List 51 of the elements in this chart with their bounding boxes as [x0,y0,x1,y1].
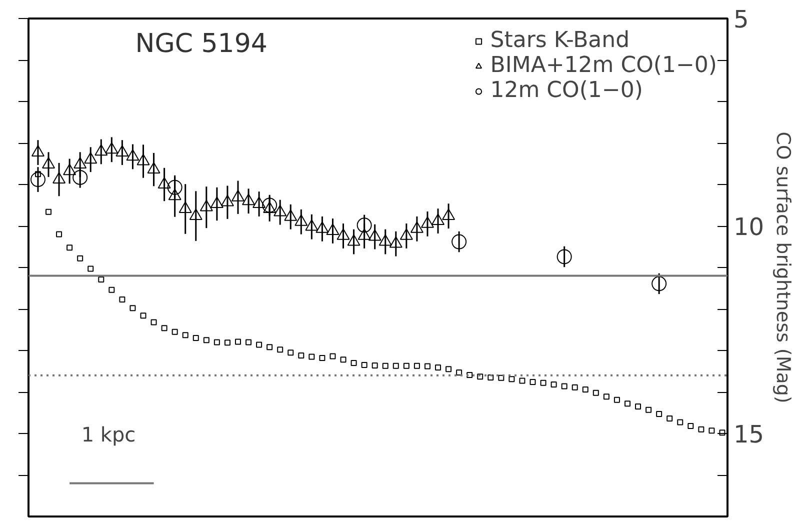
point [94,144,108,156]
point [305,219,318,231]
point [168,188,182,200]
point [294,214,308,226]
point [368,229,382,241]
point [210,196,224,208]
point [167,180,182,195]
point [84,152,98,164]
point [136,154,150,166]
annotation: 1 kpc [81,422,136,446]
point [63,164,76,176]
point [400,228,413,240]
legend-label: 12m CO(1−0) [490,78,643,103]
point [420,216,434,228]
y-axis-title: CO surface brightness (Mag) [772,132,794,404]
point [105,142,118,154]
y-tick-label: 5 [734,6,749,34]
point [200,200,213,212]
point [252,196,266,208]
legend-label: BIMA+12m CO(1−0) [490,53,717,78]
point [116,145,129,157]
point [378,234,392,246]
point [316,221,329,233]
point [72,170,88,185]
point [126,149,140,161]
point [189,208,202,220]
point [442,208,456,220]
point [74,157,87,169]
point [432,214,445,225]
point [178,202,192,213]
y-tick-label: 15 [734,420,764,448]
point [347,234,360,246]
point [284,209,298,221]
chart-title: NGC 5194 [135,28,268,59]
point [52,172,66,184]
point [31,145,44,157]
point [158,177,171,188]
point [42,157,55,169]
point [326,224,340,235]
legend-label: Stars K-Band [490,28,630,53]
point [358,228,371,240]
point [410,221,424,233]
point [389,236,402,248]
point [242,194,256,206]
point [336,228,350,240]
point [220,194,234,206]
y-tick-label: 10 [734,213,764,241]
point [274,204,287,216]
point [147,162,160,174]
point [231,190,244,202]
point [263,202,276,213]
